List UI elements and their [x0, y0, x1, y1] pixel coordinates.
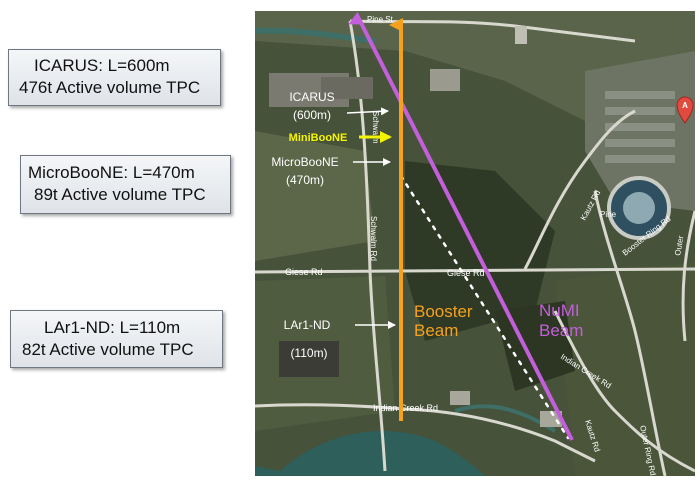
- giese-rd-east-label: Giese Rd: [447, 268, 485, 278]
- lar1nd-name-label: LAr1-ND: [284, 318, 331, 332]
- microboone-distance-label: (470m): [286, 173, 324, 187]
- satellite-map[interactable]: Pine St Pine Giese Rd Giese Rd Schwalm S…: [255, 11, 695, 476]
- microboone-volume-label: 89t Active volume TPC: [34, 185, 206, 204]
- pond-south: [255, 431, 485, 476]
- numi-beam-label-line1: NuMI: [539, 301, 580, 320]
- miniboone-name-label: MiniBooNE: [289, 132, 348, 144]
- detector-labels: ICARUS (600m) MiniBooNE MicroBooNE (470m…: [271, 90, 347, 360]
- lar1nd-baseline-label: LAr1-ND: L=110m: [44, 318, 181, 337]
- outer-north-label: Outer: [673, 235, 685, 257]
- numi-beam-label-line2: Beam: [539, 321, 583, 340]
- booster-beam-label-line2: Beam: [414, 321, 458, 340]
- indian-creek-south-label: Indian Creek Rd: [373, 403, 438, 413]
- icarus-volume-label: 476t Active volume TPC: [19, 78, 201, 97]
- icarus-distance-label: (600m): [293, 108, 331, 122]
- dotted-line: [399, 174, 570, 440]
- icarus-name-label: ICARUS: [289, 90, 334, 104]
- location-marker-a[interactable]: A: [676, 96, 694, 124]
- marker-letter: A: [682, 101, 688, 110]
- microboone-baseline-label: MicroBooNE: L=470m: [28, 163, 195, 182]
- giese-rd-west-label: Giese Rd: [285, 267, 323, 277]
- pine-st-label: Pine St: [367, 15, 394, 24]
- microboone-info-box: MicroBooNE: L=470m 89t Active volume TPC: [20, 155, 231, 214]
- icarus-arrow: [346, 107, 389, 116]
- field-southeast: [555, 261, 695, 476]
- lar1nd-distance-label: (110m): [290, 346, 327, 360]
- booster-beam-label-line1: Booster: [414, 302, 473, 321]
- map-canvas: Pine St Pine Giese Rd Giese Rd Schwalm S…: [255, 11, 695, 476]
- parking-lots: [605, 91, 675, 163]
- microboone-name-label: MicroBooNE: [271, 155, 338, 169]
- booster-ring-center: [623, 192, 655, 224]
- buildings: [269, 26, 562, 427]
- field-west: [255, 131, 375, 261]
- icarus-info-box: ICARUS: L=600m 476t Active volume TPC: [8, 49, 221, 106]
- beam-labels: Booster Beam NuMI Beam: [414, 301, 583, 340]
- icarus-baseline-label: ICARUS: L=600m: [34, 56, 170, 75]
- forest-center: [405, 161, 555, 341]
- lar1nd-volume-label: 82t Active volume TPC: [22, 340, 194, 359]
- numi-beam-line: [348, 11, 574, 441]
- lar1nd-info-box: LAr1-ND: L=110m 82t Active volume TPC: [10, 310, 223, 368]
- pine-label: Pine: [600, 210, 617, 219]
- schwalm-north-label: Schwalm: [371, 111, 380, 144]
- creek-north: [255, 27, 376, 44]
- schwalm-rd-label: Schwalm Rd: [369, 216, 378, 261]
